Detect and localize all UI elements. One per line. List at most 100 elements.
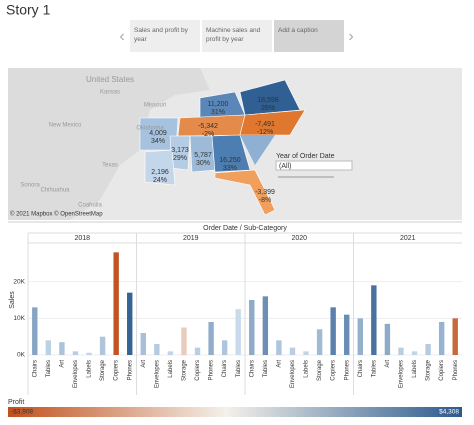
x-tick-label: Labels xyxy=(304,360,310,378)
bar[interactable] xyxy=(154,344,160,355)
bar[interactable] xyxy=(181,327,187,356)
y-tick-label: 20K xyxy=(13,278,25,285)
place-label: Sonora xyxy=(20,183,40,189)
state-ratio: -2% xyxy=(202,131,214,138)
bar[interactable] xyxy=(221,340,228,355)
state-shape xyxy=(239,79,301,116)
bar[interactable] xyxy=(113,252,119,355)
bar[interactable] xyxy=(140,333,146,355)
state-ratio: 34% xyxy=(151,138,165,145)
next-arrow[interactable]: › xyxy=(348,28,353,45)
place-label: Missouri xyxy=(144,103,166,109)
bar[interactable] xyxy=(72,351,79,355)
x-tick-label: Labels xyxy=(168,360,174,378)
prev-arrow[interactable]: ‹ xyxy=(119,28,124,45)
x-tick-label: Copiers xyxy=(439,360,445,381)
bar[interactable] xyxy=(194,347,201,355)
y-tick-label: 0K xyxy=(17,352,26,359)
legend-tick-label: -$3,908 xyxy=(11,409,33,416)
bar[interactable] xyxy=(398,347,404,355)
x-tick-label: Phones xyxy=(209,360,215,380)
x-tick-label: Chairs xyxy=(222,360,228,377)
filter-value: (All) xyxy=(279,163,291,170)
place-label: United States xyxy=(86,75,134,84)
x-tick-label: Copiers xyxy=(195,360,201,381)
place-label: New Mexico xyxy=(49,123,82,129)
x-tick-label: Envelopes xyxy=(154,360,160,388)
state-shape xyxy=(144,149,176,186)
bar[interactable] xyxy=(167,351,174,355)
place-label: Coahuila xyxy=(78,203,102,209)
story-point[interactable] xyxy=(202,20,272,52)
story-point[interactable] xyxy=(274,20,344,52)
bar[interactable] xyxy=(45,340,52,355)
state-ratio: -8% xyxy=(259,197,271,204)
place-label: Oklahoma xyxy=(136,126,164,132)
bar[interactable] xyxy=(86,352,92,355)
x-tick-label: Envelopes xyxy=(290,360,296,388)
bar[interactable] xyxy=(276,340,282,355)
place-label: Texas xyxy=(102,163,118,169)
bar[interactable] xyxy=(303,351,309,355)
bar[interactable] xyxy=(235,309,241,355)
bar[interactable] xyxy=(289,347,296,355)
story-point-label: Add a caption xyxy=(278,27,318,34)
x-tick-label: Tables xyxy=(263,360,269,377)
state-shape xyxy=(240,135,275,165)
bar[interactable] xyxy=(32,307,38,355)
x-tick-label: Storage xyxy=(100,359,106,381)
bar[interactable] xyxy=(249,300,255,355)
place-label: Kansas xyxy=(100,90,120,96)
x-tick-label: Storage xyxy=(317,359,323,381)
x-tick-label: Copiers xyxy=(331,360,337,381)
bar[interactable] xyxy=(99,336,106,355)
y-tick-label: 10K xyxy=(13,315,25,322)
x-tick-label: Labels xyxy=(412,360,418,378)
x-tick-label: Envelopes xyxy=(73,360,79,388)
x-tick-label: Phones xyxy=(127,360,133,380)
x-tick-label: Chairs xyxy=(358,360,364,377)
story-point[interactable] xyxy=(130,20,200,52)
state-shape xyxy=(239,109,306,136)
y-axis-label: Sales xyxy=(9,291,16,309)
filter-label: Year of Order Date xyxy=(276,153,335,160)
bar[interactable] xyxy=(208,322,214,355)
year-label: 2018 xyxy=(74,235,90,242)
state-sales: -7,491 xyxy=(255,121,275,128)
filter-dropdown[interactable] xyxy=(275,160,353,171)
x-tick-label: Tables xyxy=(46,360,52,377)
bar[interactable] xyxy=(127,292,133,355)
bar[interactable] xyxy=(425,344,431,355)
x-tick-label: Art xyxy=(385,360,391,368)
x-tick-label: Storage xyxy=(182,359,188,381)
state-sales: 11,200 xyxy=(208,101,229,108)
x-tick-label: Tables xyxy=(236,360,242,377)
x-tick-label: Phones xyxy=(344,360,350,380)
state-ratio: 31% xyxy=(211,109,225,116)
bar[interactable] xyxy=(330,307,336,355)
year-label: 2020 xyxy=(291,235,307,242)
state-ratio: 33% xyxy=(223,165,237,172)
story-point-label: Sales and profit by year xyxy=(134,27,189,43)
bar[interactable] xyxy=(357,318,363,355)
place-label: Chihuahua xyxy=(40,188,70,194)
bar[interactable] xyxy=(384,323,391,355)
x-tick-label: Art xyxy=(59,360,65,368)
bar[interactable] xyxy=(438,322,445,355)
bar[interactable] xyxy=(452,318,458,355)
state-sales: -5,342 xyxy=(198,123,218,130)
state-ratio: 30% xyxy=(196,160,210,167)
x-tick-label: Phones xyxy=(453,360,459,380)
year-label: 2021 xyxy=(400,235,416,242)
bar[interactable] xyxy=(316,329,323,355)
bar[interactable] xyxy=(344,314,350,355)
bar[interactable] xyxy=(262,296,269,355)
map-credit: © 2021 Mapbox © OpenStreetMap xyxy=(10,211,103,218)
bar[interactable] xyxy=(411,351,418,355)
year-label: 2019 xyxy=(183,235,199,242)
state-sales: -3,399 xyxy=(255,189,275,196)
bar[interactable] xyxy=(59,342,65,355)
bar[interactable] xyxy=(371,285,377,355)
state-sales: 16,250 xyxy=(219,157,241,164)
